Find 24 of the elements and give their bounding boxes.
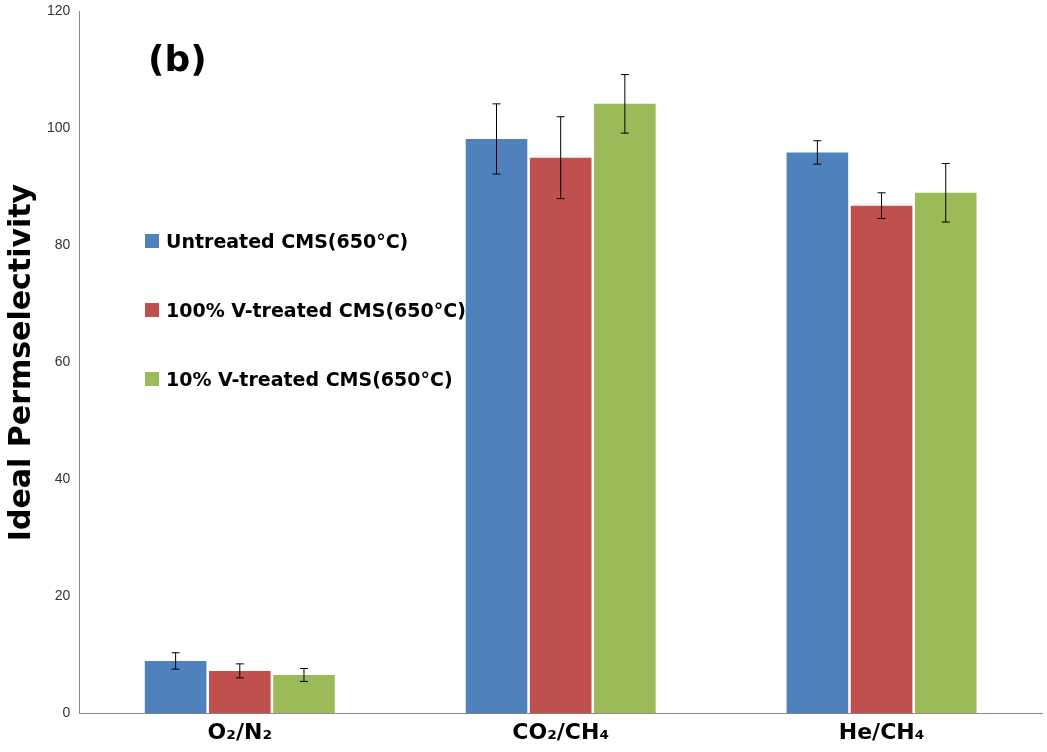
y-tick-label: 80	[54, 236, 71, 253]
legend-label: Untreated CMS(650°C)	[166, 230, 409, 252]
x-tick-label: O₂/N₂	[207, 718, 273, 744]
bar	[465, 138, 528, 714]
bar	[914, 192, 977, 714]
bar	[786, 152, 849, 714]
y-tick-label: 100	[47, 119, 71, 136]
bar	[529, 157, 592, 714]
x-tick-label: CO₂/CH₄	[512, 718, 610, 744]
bar	[144, 660, 207, 714]
annotation: (b)	[148, 38, 207, 79]
y-tick-label: 20	[54, 587, 71, 604]
legend-label: 100% V-treated CMS(650°C)	[166, 299, 466, 321]
x-tick-label: He/CH₄	[838, 718, 925, 744]
y-tick-label: 0	[62, 704, 71, 721]
y-tick-label: 60	[54, 353, 71, 370]
y-axis-title: Ideal Permselectivity	[1, 183, 37, 542]
bar	[208, 670, 271, 714]
bar	[594, 103, 656, 714]
bar	[273, 674, 335, 714]
y-tick-label: 40	[54, 470, 71, 487]
legend-label: 10% V-treated CMS(650°C)	[166, 368, 453, 390]
bar	[850, 205, 913, 714]
y-tick-label: 120	[47, 2, 71, 19]
